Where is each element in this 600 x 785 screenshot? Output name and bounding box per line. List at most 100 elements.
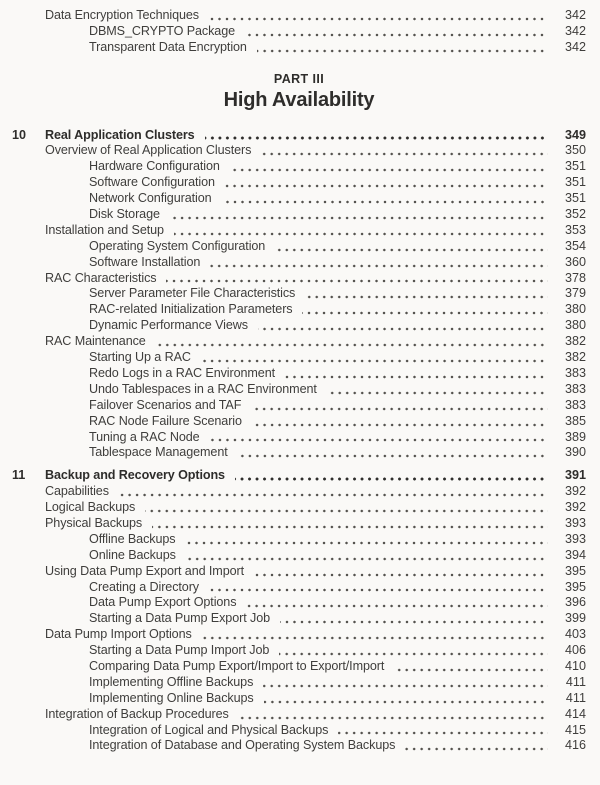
toc-entry-page: 383 bbox=[564, 365, 586, 380]
toc-entry-page: 394 bbox=[564, 547, 586, 562]
toc-entry-title: Dynamic Performance Views bbox=[89, 318, 248, 333]
toc-entry-row: RAC-related Initialization Parameters 380 bbox=[12, 302, 586, 318]
toc-entry-page: 378 bbox=[564, 270, 586, 285]
toc-entry-title: RAC Characteristics bbox=[45, 270, 157, 285]
toc-entry-page: 342 bbox=[564, 39, 586, 54]
toc-entry-title: Hardware Configuration bbox=[89, 159, 220, 174]
chapter-title: Real Application Clusters bbox=[45, 127, 195, 142]
dot-leader bbox=[152, 524, 548, 529]
dot-leader bbox=[246, 604, 548, 609]
chapter-number: 11 bbox=[12, 468, 26, 483]
toc-entry-title: Software Installation bbox=[89, 254, 201, 269]
chapters-container: 10 Real Application Clusters 349 Overview o… bbox=[12, 128, 586, 755]
toc-entry-title: Creating a Directory bbox=[89, 579, 199, 594]
dot-leader bbox=[209, 588, 548, 593]
toc-entry-page: 382 bbox=[564, 350, 586, 365]
toc-entry-title: Logical Backups bbox=[45, 500, 136, 515]
toc-entry-title: Overview of Real Application Clusters bbox=[45, 143, 252, 158]
dot-leader bbox=[261, 152, 548, 157]
toc-entry-row: Physical Backups 393 bbox=[12, 516, 586, 532]
toc-entry-page: 354 bbox=[564, 238, 586, 253]
toc-entry-row: Offline Backups 393 bbox=[12, 532, 586, 548]
dot-leader bbox=[275, 247, 548, 252]
dot-leader bbox=[224, 184, 548, 189]
toc-entry-title: Tuning a RAC Node bbox=[89, 429, 200, 444]
dot-leader bbox=[245, 32, 548, 37]
toc-entry-page: 351 bbox=[564, 159, 586, 174]
dot-leader bbox=[166, 279, 548, 284]
toc-entry-title: Starting Up a RAC bbox=[89, 350, 191, 365]
dot-leader bbox=[200, 358, 548, 363]
toc-entry-row: Hardware Configuration 351 bbox=[12, 159, 586, 175]
toc-entry-page: 385 bbox=[564, 413, 586, 428]
toc-entry-title: Online Backups bbox=[89, 547, 176, 562]
toc-entry-title: Implementing Offline Backups bbox=[89, 674, 254, 689]
toc-entry-title: RAC-related Initialization Parameters bbox=[89, 302, 293, 317]
dot-leader bbox=[263, 699, 548, 704]
toc-entry-title: Using Data Pump Export and Import bbox=[45, 563, 244, 578]
toc-entry-title: Capabilities bbox=[45, 484, 109, 499]
toc-entry-title: Integration of Backup Procedures bbox=[45, 706, 229, 721]
dot-leader bbox=[394, 667, 548, 672]
toc-entry-row: Capabilities 392 bbox=[12, 484, 586, 500]
toc-entry-row: Redo Logs in a RAC Environment 383 bbox=[12, 366, 586, 382]
toc-entry-row: Starting a Data Pump Import Job 406 bbox=[12, 643, 586, 659]
toc-entry-page: 395 bbox=[564, 563, 586, 578]
toc-entry-page: 415 bbox=[564, 722, 586, 737]
dot-leader bbox=[169, 215, 548, 220]
chapter-section: 11 Backup and Recovery Options 391 Capabili… bbox=[12, 468, 586, 754]
toc-entry-page: 393 bbox=[564, 531, 586, 546]
dot-leader bbox=[185, 556, 548, 561]
chapter-heading-row: 10 Real Application Clusters 349 bbox=[12, 128, 586, 144]
toc-entry-page: 353 bbox=[564, 222, 586, 237]
dot-leader bbox=[210, 263, 548, 268]
toc-entry-title: Server Parameter File Characteristics bbox=[89, 286, 296, 301]
toc-entry-row: DBMS_CRYPTO Package 342 bbox=[12, 24, 586, 40]
toc-entry-page: 380 bbox=[564, 318, 586, 333]
toc-entry-title: Implementing Online Backups bbox=[89, 690, 254, 705]
toc-entry-title: Undo Tablespaces in a RAC Environment bbox=[89, 381, 317, 396]
toc-entry-title: Data Pump Export Options bbox=[89, 595, 237, 610]
toc-entry-row: Using Data Pump Export and Import 395 bbox=[12, 564, 586, 580]
toc-entry-page: 383 bbox=[564, 397, 586, 412]
toc-entry-title: Redo Logs in a RAC Environment bbox=[89, 365, 276, 380]
toc-entry-title: RAC Maintenance bbox=[45, 334, 146, 349]
toc-entry-title: Data Pump Import Options bbox=[45, 627, 192, 642]
toc-entry-row: Integration of Database and Operating Sy… bbox=[12, 738, 586, 754]
toc-entry-page: 390 bbox=[564, 445, 586, 460]
toc-entry-row: Transparent Data Encryption 342 bbox=[12, 40, 586, 56]
dot-leader bbox=[221, 200, 548, 205]
chapter-section: 10 Real Application Clusters 349 Overview o… bbox=[12, 128, 586, 462]
toc-entry-row: Integration of Backup Procedures 414 bbox=[12, 707, 586, 723]
dot-leader bbox=[405, 747, 548, 752]
toc-entry-row: Comparing Data Pump Export/Import to Exp… bbox=[12, 659, 586, 675]
toc-entry-row: Failover Scenarios and TAF 383 bbox=[12, 398, 586, 414]
toc-entry-page: 352 bbox=[564, 207, 586, 222]
dot-leader bbox=[237, 454, 548, 459]
pre-part-entries: Data Encryption Techniques 342 DBMS_CRYPTO… bbox=[12, 8, 586, 56]
dot-leader bbox=[229, 168, 548, 173]
toc-entry-page: 399 bbox=[564, 611, 586, 626]
dot-leader bbox=[204, 136, 548, 141]
toc-entry-page: 351 bbox=[564, 175, 586, 190]
toc-entry-page: 403 bbox=[564, 627, 586, 642]
toc-entry-title: Starting a Data Pump Export Job bbox=[89, 611, 271, 626]
chapter-title: Backup and Recovery Options bbox=[45, 468, 225, 483]
toc-entry-page: 416 bbox=[564, 738, 586, 753]
dot-leader bbox=[201, 636, 548, 641]
toc-entry-page: 349 bbox=[564, 127, 586, 142]
toc-entry-row: Logical Backups 392 bbox=[12, 500, 586, 516]
toc-entry-title: Software Configuration bbox=[89, 175, 215, 190]
dot-leader bbox=[209, 16, 548, 21]
toc-entry-page: 395 bbox=[564, 579, 586, 594]
part-title: High Availability bbox=[223, 88, 375, 111]
toc-entry-title: Transparent Data Encryption bbox=[89, 39, 247, 54]
chapter-number: 10 bbox=[12, 127, 27, 142]
dot-leader bbox=[280, 620, 548, 625]
toc-entry-page: 391 bbox=[564, 468, 586, 483]
dot-leader bbox=[305, 295, 548, 300]
dot-leader bbox=[256, 48, 548, 53]
toc-entry-page: 392 bbox=[564, 484, 586, 499]
toc-entry-page: 360 bbox=[564, 254, 586, 269]
